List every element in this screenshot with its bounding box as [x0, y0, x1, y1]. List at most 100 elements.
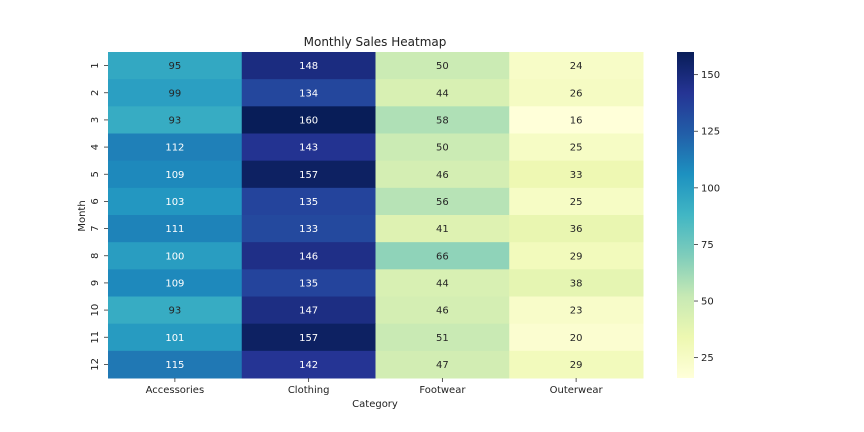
cell-value-label: 147: [299, 306, 318, 317]
x-tick-label: Accessories: [146, 385, 205, 396]
heatmap-cell: [509, 106, 644, 134]
cell-value-label: 25: [570, 143, 583, 154]
heatmap-cell: [509, 350, 644, 379]
cell-value-label: 93: [169, 306, 182, 317]
heatmap-cell: [509, 160, 644, 189]
heatmap-cell: [241, 106, 376, 134]
heatmap-cell: [108, 350, 243, 379]
y-tick-label: 4: [90, 144, 101, 150]
cell-value-label: 51: [436, 333, 449, 344]
heatmap-cell: [509, 269, 644, 297]
heatmap-cell: [108, 106, 243, 134]
heatmap-cell: [241, 323, 376, 352]
heatmap-cell: [241, 242, 376, 270]
cell-value-label: 93: [169, 115, 182, 126]
cell-value-label: 133: [299, 224, 318, 235]
heatmap-cell: [375, 79, 510, 107]
heatmap-cell: [509, 79, 644, 107]
y-tick-label: 10: [90, 304, 101, 317]
colorbar-tick-label: 75: [701, 240, 714, 251]
heatmap-cell: [509, 296, 644, 325]
heatmap-cell: [375, 269, 510, 297]
heatmap-cell: [241, 269, 376, 297]
cell-value-label: 160: [299, 115, 318, 126]
heatmap-cell: [241, 296, 376, 325]
cell-value-label: 50: [436, 143, 449, 154]
x-tick-label: Outerwear: [550, 385, 604, 396]
y-tick-label: 11: [90, 331, 101, 344]
cell-value-label: 66: [436, 251, 449, 262]
y-tick-label: 6: [90, 198, 101, 204]
heatmap-cell: [375, 106, 510, 134]
heatmap-cell: [375, 296, 510, 325]
cell-value-label: 157: [299, 333, 318, 344]
y-tick-label: 2: [90, 90, 101, 96]
heatmap-cell: [108, 187, 243, 216]
cell-value-label: 143: [299, 143, 318, 154]
cell-value-label: 100: [165, 251, 184, 262]
cell-value-label: 58: [436, 115, 449, 126]
heatmap-cell: [375, 187, 510, 216]
heatmap-cell: [108, 79, 243, 107]
cell-value-label: 157: [299, 170, 318, 181]
colorbar-tick-label: 150: [701, 70, 720, 81]
heatmap-cell: [241, 133, 376, 162]
cell-value-label: 25: [570, 197, 583, 208]
cell-value-label: 29: [570, 251, 583, 262]
heatmap-cell: [241, 187, 376, 216]
cell-value-label: 101: [165, 333, 184, 344]
cell-value-label: 146: [299, 251, 318, 262]
y-axis-label: Month: [77, 200, 88, 231]
y-tick-label: 5: [90, 171, 101, 177]
heatmap-cell: [241, 79, 376, 107]
heatmap-cell: [509, 242, 644, 270]
heatmap-cells: 95 148 50 24 99 134 44 26 93 160 58 16 112 143 50 25 109…: [108, 52, 644, 379]
cell-value-label: 47: [436, 360, 449, 371]
heatmap-cell: [375, 242, 510, 270]
cell-value-label: 33: [570, 170, 583, 181]
cell-value-label: 109: [165, 170, 184, 181]
y-tick-label: 8: [90, 253, 101, 259]
heatmap-cell: [509, 52, 644, 80]
heatmap-cell: [509, 133, 644, 162]
chart-title: Monthly Sales Heatmap: [304, 35, 447, 49]
heatmap-cell: [375, 52, 510, 80]
heatmap-cell: [241, 215, 376, 243]
cell-value-label: 44: [436, 278, 449, 289]
x-tick-label: Clothing: [288, 385, 330, 396]
cell-value-label: 135: [299, 197, 318, 208]
colorbar: [677, 52, 694, 378]
heatmap-cell: [509, 323, 644, 352]
y-tick-label: 1: [90, 62, 101, 68]
colorbar-tick-label: 125: [701, 127, 720, 138]
cell-value-label: 41: [436, 224, 449, 235]
cell-value-label: 148: [299, 61, 318, 72]
cell-value-label: 111: [165, 224, 184, 235]
cell-value-label: 44: [436, 88, 449, 99]
heatmap-cell: [375, 350, 510, 379]
cell-value-label: 24: [570, 61, 583, 72]
cell-value-label: 46: [436, 306, 449, 317]
heatmap-cell: [241, 160, 376, 189]
cell-value-label: 103: [165, 197, 184, 208]
colorbar-tick-label: 25: [701, 353, 714, 364]
cell-value-label: 135: [299, 278, 318, 289]
colorbar-tick-label: 100: [701, 183, 720, 194]
cell-value-label: 36: [570, 224, 583, 235]
cell-value-label: 112: [165, 143, 184, 154]
heatmap-cell: [375, 160, 510, 189]
cell-value-label: 29: [570, 360, 583, 371]
colorbar-ticks: 25 50 75 100 125 150: [694, 70, 720, 364]
heatmap-cell: [241, 350, 376, 379]
y-tick-label: 12: [90, 358, 101, 371]
x-tick-label: Footwear: [419, 385, 466, 396]
heatmap-cell: [108, 296, 243, 325]
cell-value-label: 142: [299, 360, 318, 371]
cell-value-label: 115: [165, 360, 184, 371]
x-axis-ticks: Accessories Clothing Footwear Outerwear: [146, 378, 604, 396]
heatmap-cell: [108, 160, 243, 189]
heatmap-cell: [108, 52, 243, 80]
x-axis-label: Category: [352, 399, 398, 410]
